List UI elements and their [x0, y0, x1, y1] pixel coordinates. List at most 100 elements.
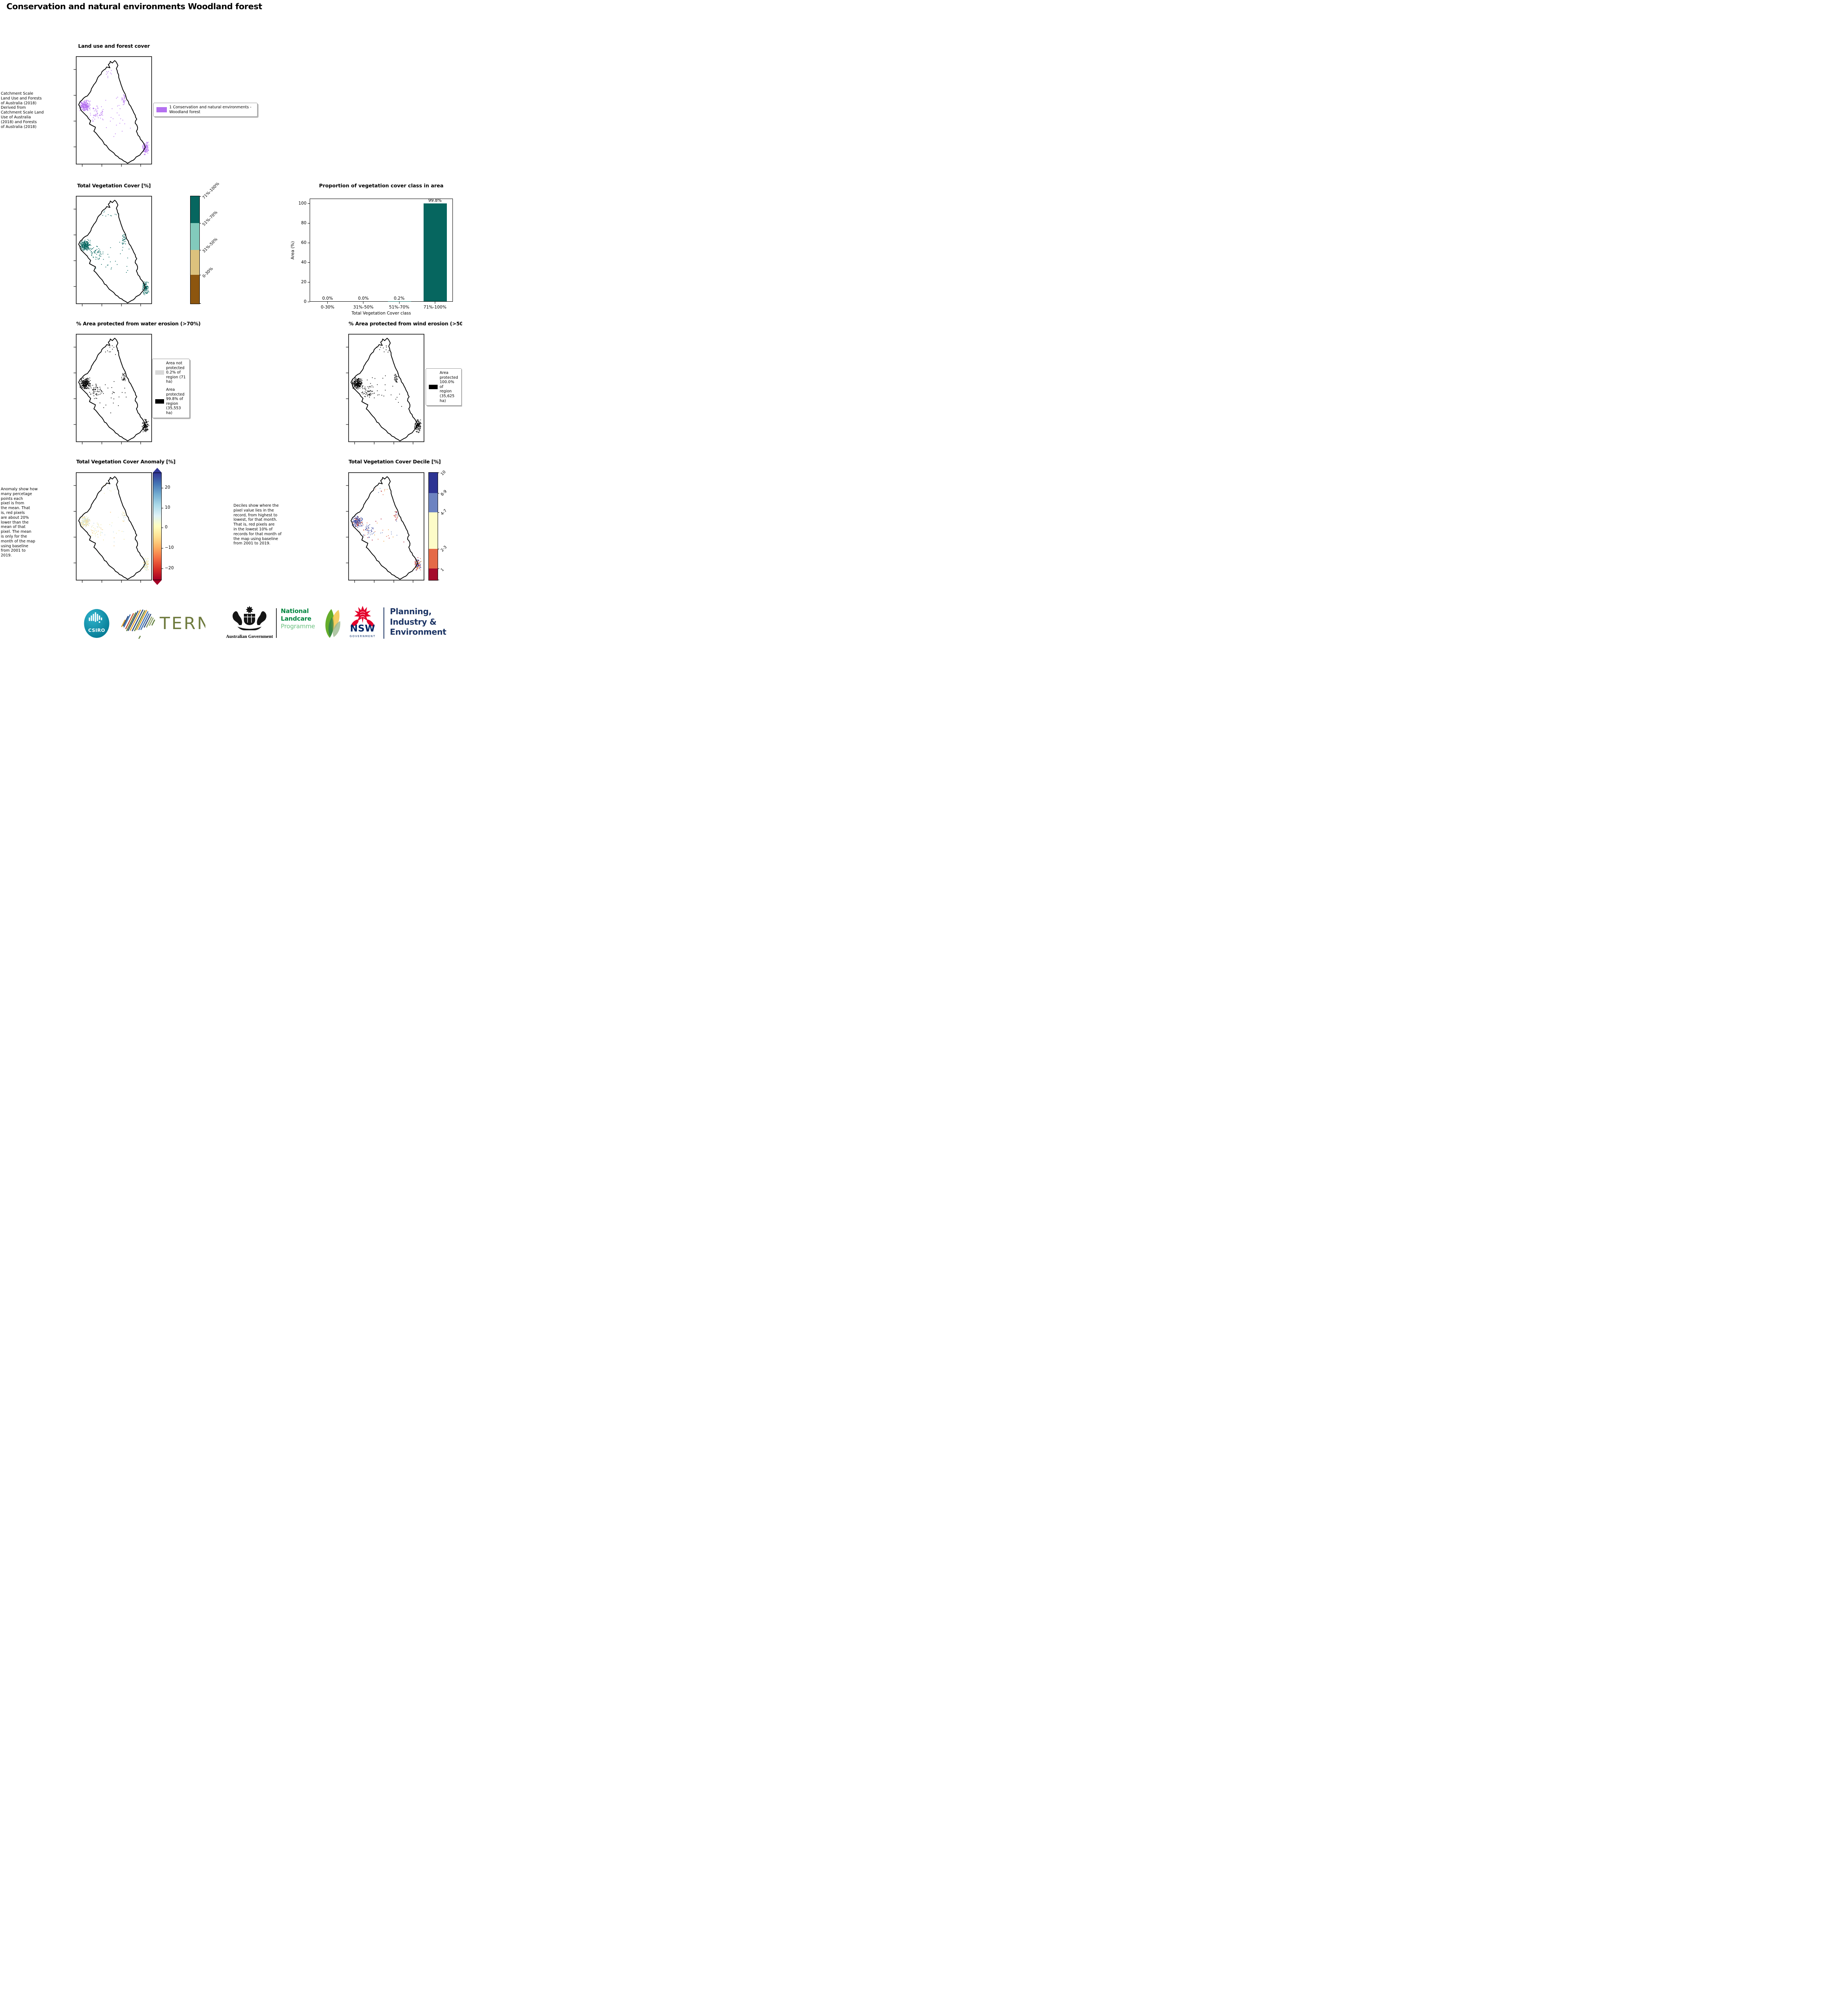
tvc-colorbar: 71%-100% 51%-70% 31%-50% 0-30% — [190, 182, 220, 304]
page-title: Conservation and natural environments Wo… — [6, 2, 262, 11]
catchment-outline — [78, 60, 146, 164]
csiro-logo: CSIRO — [84, 609, 110, 638]
water-map — [73, 334, 152, 445]
waratah-icon — [351, 606, 375, 627]
landcare-leaves-icon — [325, 609, 341, 638]
map-axis-ticks — [73, 347, 141, 445]
australian-government-logo: Australian Government — [226, 606, 273, 639]
tvc-map — [73, 196, 152, 307]
nsw-government-logo: NSW GOVERNMENT — [350, 606, 376, 638]
colorbar-label: 4-7 — [440, 508, 448, 516]
y-axis-label: Area (%) — [290, 241, 295, 260]
anomaly-description-text: Anomaly show how many percetage points e… — [1, 487, 38, 558]
x-tick-label: 51%-70% — [389, 305, 410, 310]
colorbar-tick-label: 10 — [165, 505, 170, 510]
nsw-label: NSW — [350, 623, 375, 634]
landuse-map — [73, 56, 152, 167]
y-tick-label: 20 — [301, 280, 306, 285]
water-legend-label-protected: Area protected 99.8% of region (35,553 h… — [166, 387, 185, 415]
tern-logo: TERN — [121, 609, 205, 639]
landuse-source-text: Catchment Scale Land Use and Forests of … — [1, 91, 44, 129]
coat-of-arms-icon — [232, 606, 267, 630]
map-frame — [348, 472, 424, 581]
landuse-legend-swatch — [156, 107, 167, 113]
tern-label: TERN — [159, 613, 205, 633]
water-legend-entry-not-protected: Area not protected 0.2% of region (71 ha… — [155, 361, 186, 384]
csiro-soundwave-icon — [89, 612, 102, 623]
csiro-circle — [84, 609, 110, 638]
bar-value-label: 0.0% — [358, 296, 369, 301]
colorbar-tick-label: −10 — [165, 545, 174, 550]
x-tick-label: 0-30% — [321, 305, 335, 310]
colorbar-segment — [429, 512, 438, 549]
colorbar-segment — [429, 549, 438, 569]
national-landcare-logo: National Landcare Programme — [281, 607, 347, 641]
map-axis-ticks — [73, 69, 141, 167]
map-frame — [76, 472, 152, 581]
wind-legend: Area protected 100.0% of region (35,625 … — [426, 368, 462, 406]
tern-australia-icon — [121, 609, 155, 639]
bar-71%-100% — [424, 203, 447, 301]
map-frame — [76, 56, 152, 164]
colorbar-tick-label: −20 — [165, 565, 174, 571]
proportion-chart: Proportion of vegetation cover class in … — [281, 183, 462, 321]
map-pixels — [79, 345, 149, 432]
report-page: Conservation and natural environments Wo… — [0, 0, 462, 641]
decile-title: Total Vegetation Cover Decile [%] — [349, 459, 441, 465]
map-axis-ticks — [73, 209, 141, 307]
footer-divider-1 — [276, 608, 277, 638]
water-legend-swatch-protected — [155, 399, 164, 404]
wind-legend-label-protected: Area protected 100.0% of region (35,625 … — [440, 371, 458, 403]
water-legend-label-not-protected: Area not protected 0.2% of region (71 ha… — [166, 361, 186, 384]
colorbar-label: 8-9 — [440, 489, 448, 497]
proportion-chart-title: Proportion of vegetation cover class in … — [319, 183, 444, 189]
anomaly-map — [73, 472, 152, 583]
water-title: % Area protected from water erosion (>70… — [76, 321, 201, 327]
colorbar-tick-label: 20 — [165, 485, 170, 490]
colorbar-label: 10 — [440, 469, 447, 477]
x-axis-label: Total Vegetation Cover class — [351, 311, 411, 316]
colorbar-segment — [191, 274, 199, 304]
wind-legend-swatch-protected — [429, 385, 438, 390]
colorbar-label: 51%-70% — [202, 210, 219, 227]
colorbar-segment — [191, 196, 199, 223]
map-pixels — [352, 345, 422, 433]
wind-legend-entry-protected: Area protected 100.0% of region (35,625 … — [429, 371, 458, 403]
landuse-title: Land use and forest cover — [78, 43, 150, 49]
colorbar-label: 2-3 — [440, 545, 448, 553]
colorbar-label: 31%-50% — [202, 237, 219, 254]
map-frame — [76, 334, 152, 442]
landcare-line-1: National — [281, 607, 309, 615]
bar-value-label: 0.2% — [394, 296, 405, 301]
waratah-detail — [360, 611, 365, 618]
catchment-outline — [78, 338, 146, 441]
wind-map — [346, 334, 424, 445]
colorbar-arrow-down — [153, 580, 162, 585]
landcare-line-3: Programme — [281, 623, 315, 630]
colorbar-label: 0-30% — [202, 266, 214, 279]
y-tick-label: 60 — [301, 240, 306, 246]
decile-description-text: Deciles show where the pixel value lies … — [233, 504, 282, 546]
colorbar-arrow-up — [153, 468, 162, 473]
planning-line-3: Environment — [390, 627, 446, 637]
landuse-legend-label: 1 Conservation and natural environments … — [169, 105, 252, 114]
catchment-outline — [78, 476, 146, 580]
colorbar-segment — [429, 568, 438, 580]
colorbar-tick-label: 0 — [165, 524, 168, 530]
landuse-legend: 1 Conservation and natural environments … — [153, 103, 258, 117]
water-legend: Area not protected 0.2% of region (71 ha… — [152, 359, 190, 418]
map-axis-ticks — [346, 347, 414, 445]
bar-value-label: 99.8% — [428, 198, 442, 203]
y-tick-label: 0 — [304, 299, 306, 304]
colorbar-label: 71%-100% — [202, 181, 221, 200]
decile-colorbar: 10 8-9 4-7 2-3 1 — [428, 470, 448, 581]
planning-line-1: Planning, — [390, 607, 432, 616]
anomaly-title: Total Vegetation Cover Anomaly [%] — [76, 459, 176, 465]
tvc-title: Total Vegetation Cover [%] — [77, 183, 151, 189]
water-legend-entry-protected: Area protected 99.8% of region (35,553 h… — [155, 388, 186, 416]
map-frame — [76, 196, 152, 304]
proportion-chart-plot — [310, 199, 453, 302]
y-tick-label: 100 — [298, 201, 306, 206]
anomaly-colorbar: 20 10 0 −10 −20 — [153, 468, 174, 585]
nsw-sub-label: GOVERNMENT — [350, 635, 376, 638]
